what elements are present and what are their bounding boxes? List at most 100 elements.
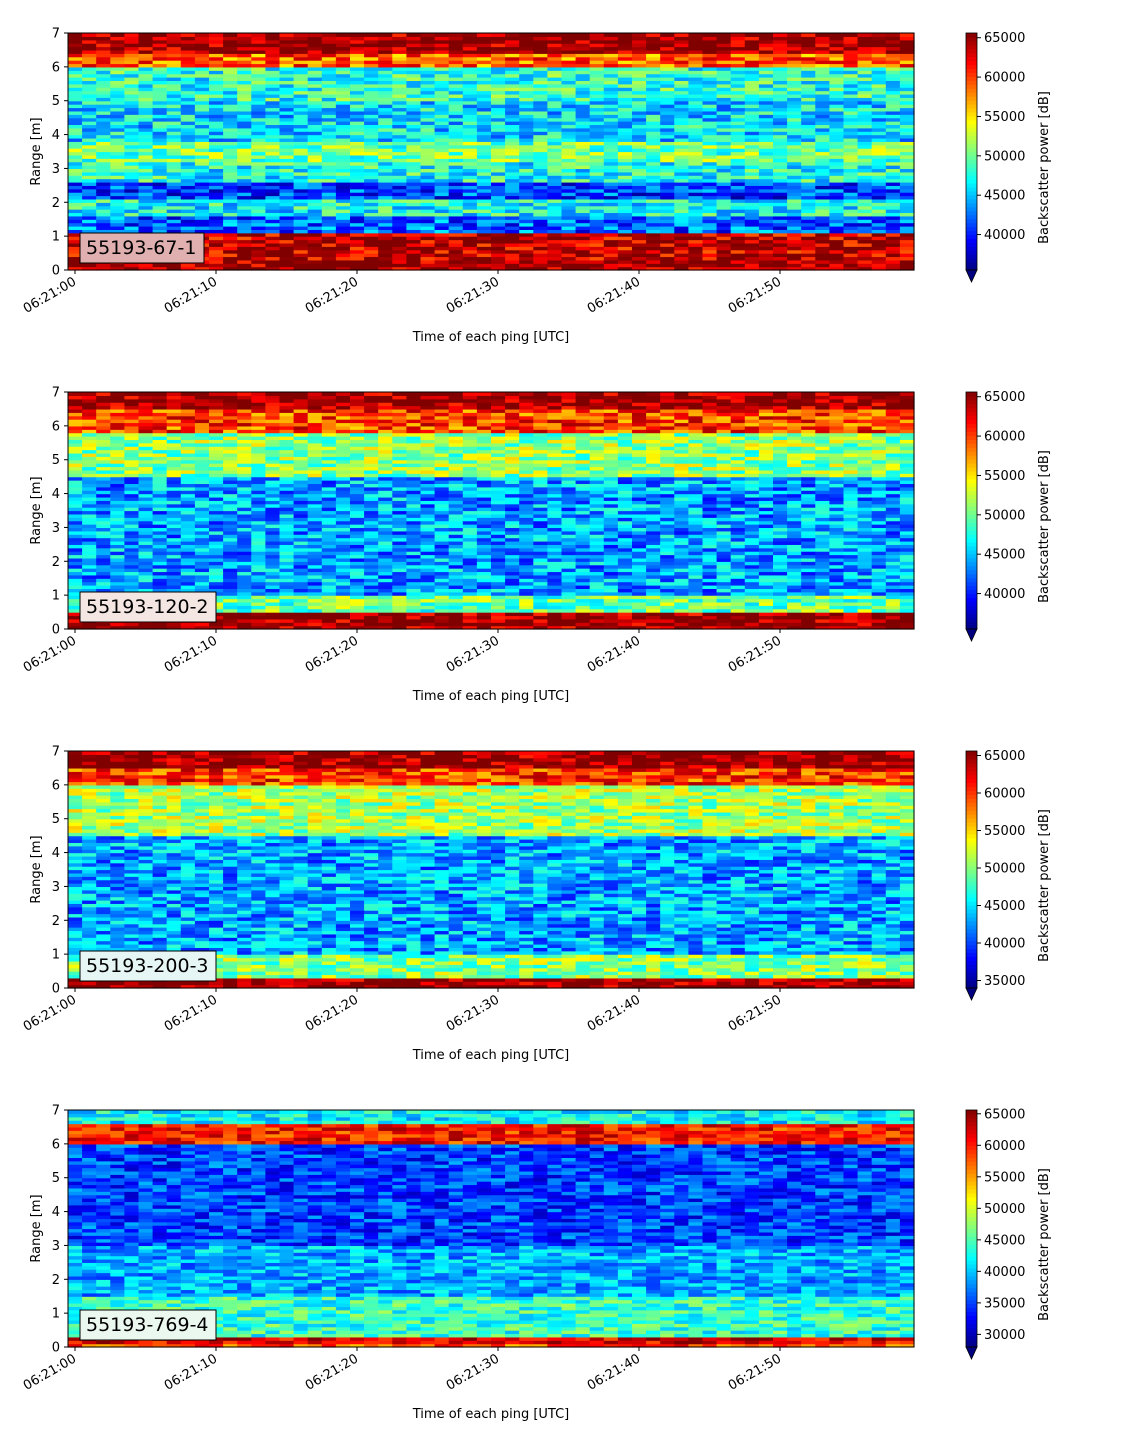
heatmap-cell xyxy=(829,114,845,119)
heatmap-cell xyxy=(420,266,436,271)
heatmap-cell xyxy=(829,249,845,254)
heatmap-cell xyxy=(843,229,859,234)
heatmap-cell xyxy=(335,141,351,146)
heatmap-cell xyxy=(801,49,816,54)
heatmap-cell xyxy=(152,100,168,105)
heatmap-cell xyxy=(617,239,633,244)
heatmap-cell xyxy=(448,131,464,136)
heatmap-cell xyxy=(152,439,168,444)
heatmap-cell xyxy=(223,36,238,41)
heatmap-cell xyxy=(194,490,210,495)
heatmap-cell xyxy=(209,171,224,176)
heatmap-cell xyxy=(547,209,563,214)
heatmap-cell xyxy=(237,161,252,166)
heatmap-cell xyxy=(321,114,337,119)
heatmap-cell xyxy=(96,419,111,424)
heatmap-cell xyxy=(899,253,915,258)
heatmap-cell xyxy=(871,77,887,81)
heatmap-cell xyxy=(829,168,845,173)
heatmap-cell xyxy=(364,121,379,126)
heatmap-cell xyxy=(96,137,111,142)
heatmap-cell xyxy=(180,178,196,183)
heatmap-cell xyxy=(194,93,210,98)
heatmap-cell xyxy=(730,46,746,51)
heatmap-cell xyxy=(110,114,125,119)
heatmap-cell xyxy=(96,571,111,576)
heatmap-cell xyxy=(885,236,901,241)
heatmap-cell xyxy=(462,70,478,75)
heatmap-cell xyxy=(350,83,365,88)
heatmap-cell xyxy=(660,53,675,58)
heatmap-cell xyxy=(476,229,492,234)
heatmap-cell xyxy=(561,175,577,180)
heatmap-cell xyxy=(166,408,182,413)
heatmap-cell xyxy=(533,56,548,61)
heatmap-cell xyxy=(68,422,83,427)
heatmap-cell xyxy=(533,171,548,176)
heatmap-cell xyxy=(716,253,732,258)
heatmap-cell xyxy=(758,195,774,200)
heatmap-cell xyxy=(843,158,859,163)
heatmap-cell xyxy=(505,33,520,37)
heatmap-cell xyxy=(533,90,548,95)
heatmap-cell xyxy=(96,104,111,109)
heatmap-cell xyxy=(110,110,125,115)
heatmap-cell xyxy=(758,97,774,102)
heatmap-cell xyxy=(787,263,802,268)
heatmap-cell xyxy=(124,446,140,451)
heatmap-cell xyxy=(491,246,506,251)
heatmap-cell xyxy=(110,185,125,190)
heatmap-cell xyxy=(68,507,83,512)
heatmap-cell xyxy=(68,229,83,234)
heatmap-cell xyxy=(646,212,661,217)
heatmap-cell xyxy=(223,131,238,136)
heatmap-cell xyxy=(138,622,154,627)
heatmap-cell xyxy=(857,121,873,126)
heatmap-cell xyxy=(462,46,478,51)
heatmap-cell xyxy=(335,178,351,183)
heatmap-cell xyxy=(660,39,675,44)
heatmap-cell xyxy=(899,46,915,51)
heatmap-cell xyxy=(491,209,506,214)
heatmap-cell xyxy=(124,151,140,156)
heatmap-cell xyxy=(265,137,281,142)
heatmap-cell xyxy=(448,66,464,71)
heatmap-cell xyxy=(406,165,422,170)
heatmap-cell xyxy=(773,192,788,197)
heatmap-cell xyxy=(462,242,478,247)
heatmap-cell xyxy=(138,134,154,139)
heatmap-cell xyxy=(773,141,788,146)
heatmap-cell xyxy=(730,141,746,146)
heatmap-cell xyxy=(209,253,224,258)
heatmap-cell xyxy=(378,259,393,264)
heatmap-cell xyxy=(194,66,210,71)
heatmap-cell xyxy=(646,77,661,81)
heatmap-cell xyxy=(899,161,915,166)
heatmap-cell xyxy=(307,60,323,65)
heatmap-cell xyxy=(124,564,140,569)
heatmap-cell xyxy=(82,215,97,220)
heatmap-cell xyxy=(617,246,633,251)
heatmap-cell xyxy=(209,215,224,220)
heatmap-cell xyxy=(180,490,196,495)
heatmap-cell xyxy=(716,219,732,224)
heatmap-cell xyxy=(406,77,422,81)
heatmap-cell xyxy=(716,110,732,115)
heatmap-cell xyxy=(180,398,196,403)
heatmap-cell xyxy=(716,93,732,98)
heatmap-cell xyxy=(293,151,309,156)
heatmap-cell xyxy=(96,408,111,413)
heatmap-cell xyxy=(491,165,506,170)
heatmap-cell xyxy=(110,192,125,197)
heatmap-cell xyxy=(166,171,182,176)
heatmap-cell xyxy=(491,185,506,190)
heatmap-cell xyxy=(646,93,661,98)
heatmap-cell xyxy=(505,144,520,149)
heatmap-cell xyxy=(702,97,718,102)
heatmap-cell xyxy=(589,100,605,105)
heatmap-cell xyxy=(448,205,464,210)
heatmap-cell xyxy=(96,540,111,545)
heatmap-cell xyxy=(307,114,323,119)
heatmap-cell xyxy=(829,242,845,247)
heatmap-cell xyxy=(857,188,873,193)
